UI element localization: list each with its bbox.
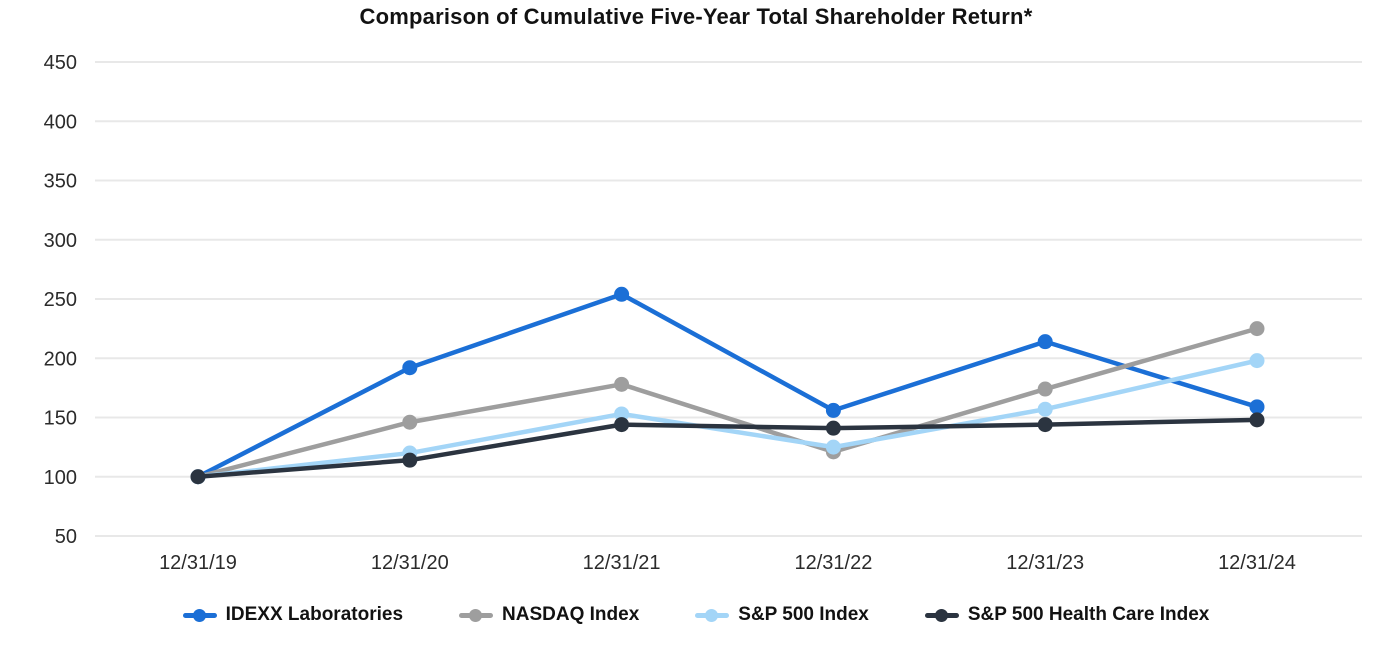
chart-title: Comparison of Cumulative Five-Year Total… <box>359 4 1033 29</box>
data-point-s-p-500-health-care-index <box>825 420 841 436</box>
legend-marker-dot <box>934 608 948 622</box>
y-tick-label: 100 <box>44 467 77 489</box>
data-point-s-p-500-health-care-index <box>190 469 206 485</box>
legend-item-s-p-500-index: S&P 500 Index <box>695 604 869 626</box>
data-point-idexx-laboratories <box>402 360 418 376</box>
data-point-s-p-500-health-care-index <box>614 417 630 433</box>
data-point-s-p-500-index <box>614 406 630 422</box>
y-tick-label: 350 <box>44 171 77 193</box>
x-tick-label: 12/31/24 <box>1218 552 1296 574</box>
data-point-idexx-laboratories <box>1037 334 1053 350</box>
legend-line-marker-icon <box>182 608 217 622</box>
legend-item-s-p-500-health-care-index: S&P 500 Health Care Index <box>924 604 1210 626</box>
legend-label: IDEXX Laboratories <box>225 604 404 625</box>
y-tick-label: 250 <box>44 289 77 311</box>
data-point-s-p-500-health-care-index <box>1249 412 1265 428</box>
data-point-nasdaq-index <box>1249 321 1265 337</box>
legend-label: NASDAQ Index <box>502 604 640 625</box>
series-line-s-p-500-index <box>195 358 1260 479</box>
series-line-nasdaq-index <box>195 326 1260 479</box>
data-point-nasdaq-index <box>614 376 630 392</box>
y-tick-label: 400 <box>44 111 77 133</box>
legend-marker-dot <box>192 608 206 622</box>
legend-marker-dot <box>469 608 483 622</box>
data-point-nasdaq-index <box>1037 381 1053 397</box>
y-tick-label: 150 <box>44 408 77 430</box>
y-tick-label: 450 <box>44 52 77 74</box>
line-chart-plot-area: 50 100 150 200 250 300 350 400 450 12/31/19 12/31/… <box>44 52 1362 574</box>
y-tick-label: 200 <box>44 348 77 370</box>
series-line-s-p-500-health-care-index <box>195 417 1260 479</box>
data-point-s-p-500-index <box>1037 401 1053 417</box>
data-point-s-p-500-health-care-index <box>402 452 418 468</box>
chart-legend: IDEXX Laboratories NASDAQ Index S&P 500 In… <box>0 604 1392 626</box>
data-point-idexx-laboratories <box>825 402 841 418</box>
data-point-s-p-500-index <box>1249 353 1265 369</box>
y-tick-label: 300 <box>44 230 77 252</box>
x-tick-label: 12/31/19 <box>159 552 237 574</box>
legend-line-marker-icon <box>924 608 959 622</box>
legend-line-marker-icon <box>695 608 730 622</box>
series-line-idexx-laboratories <box>195 292 1260 479</box>
legend-item-idexx-laboratories: IDEXX Laboratories <box>182 604 404 626</box>
legend-label: S&P 500 Index <box>738 604 869 625</box>
x-tick-label: 12/31/21 <box>583 552 661 574</box>
x-tick-label: 12/31/20 <box>371 552 449 574</box>
legend-label: S&P 500 Health Care Index <box>967 604 1210 625</box>
data-point-idexx-laboratories <box>614 286 630 302</box>
data-point-nasdaq-index <box>402 414 418 430</box>
y-tick-label: 50 <box>55 526 77 548</box>
x-tick-label: 12/31/23 <box>1006 552 1084 574</box>
legend-line-marker-icon <box>459 608 494 622</box>
data-point-idexx-laboratories <box>1249 399 1265 415</box>
x-tick-label: 12/31/22 <box>794 552 872 574</box>
data-point-s-p-500-index <box>825 439 841 455</box>
legend-item-nasdaq-index: NASDAQ Index <box>459 604 639 626</box>
data-point-s-p-500-health-care-index <box>1037 417 1053 433</box>
legend-marker-dot <box>705 608 719 622</box>
